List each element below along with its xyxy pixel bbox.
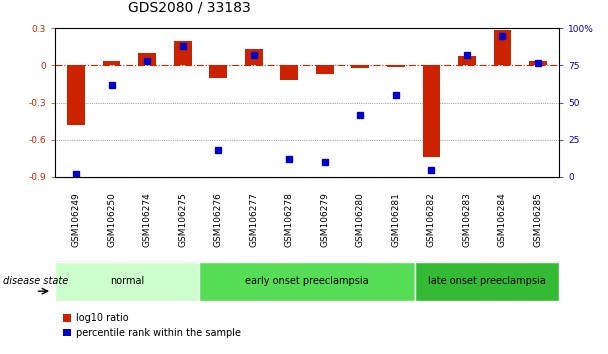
Text: early onset preeclampsia: early onset preeclampsia	[245, 276, 369, 286]
Text: disease state: disease state	[3, 276, 68, 286]
Legend: log10 ratio, percentile rank within the sample: log10 ratio, percentile rank within the …	[60, 309, 245, 342]
Text: GSM106274: GSM106274	[143, 192, 151, 247]
Bar	[103, 61, 120, 65]
Text: GSM106278: GSM106278	[285, 192, 294, 247]
Text: late onset preeclampsia: late onset preeclampsia	[429, 276, 546, 286]
Bar	[199, 262, 415, 301]
Text: GSM106277: GSM106277	[249, 192, 258, 247]
Text: GSM106249: GSM106249	[72, 192, 80, 247]
Text: GSM106282: GSM106282	[427, 192, 436, 247]
Bar	[280, 65, 298, 80]
Text: GSM106285: GSM106285	[534, 192, 542, 247]
Bar	[55, 262, 199, 301]
Bar	[423, 65, 440, 157]
Bar	[415, 262, 559, 301]
Text: GSM106280: GSM106280	[356, 192, 365, 247]
Text: GSM106284: GSM106284	[498, 192, 507, 247]
Bar	[387, 65, 405, 67]
Bar	[458, 56, 476, 65]
Text: GSM106250: GSM106250	[107, 192, 116, 247]
Bar	[209, 65, 227, 78]
Text: GSM106281: GSM106281	[392, 192, 401, 247]
Text: GSM106279: GSM106279	[320, 192, 330, 247]
Bar	[529, 61, 547, 65]
Text: GDS2080 / 33183: GDS2080 / 33183	[128, 0, 250, 14]
Bar	[316, 65, 334, 74]
Text: GSM106275: GSM106275	[178, 192, 187, 247]
Bar	[494, 30, 511, 65]
Bar	[67, 65, 85, 125]
Text: normal: normal	[109, 276, 144, 286]
Bar	[138, 53, 156, 65]
Text: GSM106283: GSM106283	[463, 192, 471, 247]
Bar	[174, 41, 192, 65]
Text: GSM106276: GSM106276	[213, 192, 223, 247]
Bar	[351, 65, 369, 68]
Bar	[245, 50, 263, 65]
